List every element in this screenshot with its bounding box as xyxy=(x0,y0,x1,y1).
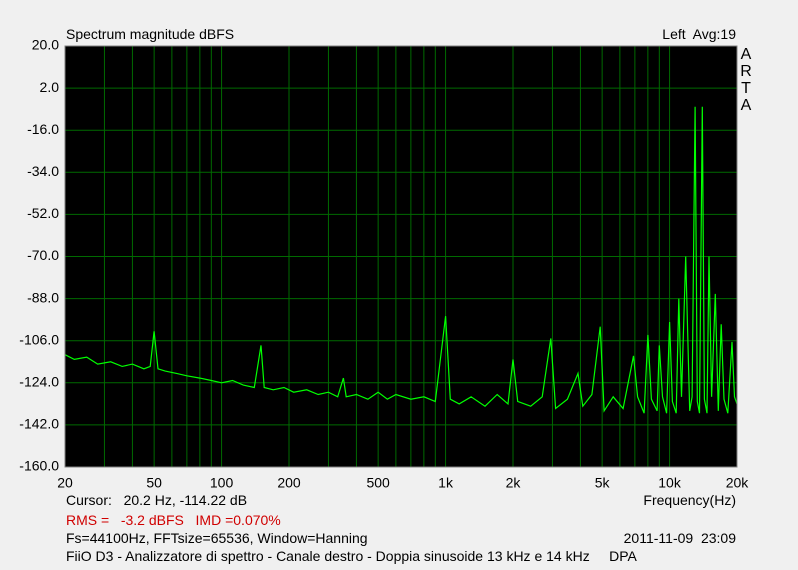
rms-readout: RMS = -3.2 dBFS IMD =0.070% xyxy=(66,512,281,528)
x-tick-label: 200 xyxy=(277,475,301,491)
x-tick-label: 20k xyxy=(726,475,750,491)
settings: Fs=44100Hz, FFTsize=65536, Window=Hannin… xyxy=(66,530,368,546)
x-tick-label: 1k xyxy=(438,475,454,491)
channel-label: Left Avg:19 xyxy=(662,26,736,42)
y-tick-label: 2.0 xyxy=(40,79,60,95)
x-tick-label: 10k xyxy=(658,475,682,491)
plot-border xyxy=(64,45,738,468)
x-axis-label: Frequency(Hz) xyxy=(643,492,736,508)
spectrum-line xyxy=(64,106,738,414)
y-tick-label: 20.0 xyxy=(32,37,59,53)
chart-title: Spectrum magnitude dBFS xyxy=(66,26,235,42)
y-tick-label: -124.0 xyxy=(19,374,59,390)
x-tick-label: 2k xyxy=(506,475,522,491)
y-tick-label: -52.0 xyxy=(27,205,59,221)
x-tick-label: 20 xyxy=(57,475,73,491)
x-tick-label: 5k xyxy=(595,475,611,491)
cursor-readout: Cursor: 20.2 Hz, -114.22 dB xyxy=(66,492,248,508)
x-tick-label: 500 xyxy=(366,475,390,491)
y-tick-label: -16.0 xyxy=(27,121,59,137)
caption: FiiO D3 - Analizzatore di spettro - Cana… xyxy=(66,548,637,564)
y-tick-label: -88.0 xyxy=(27,289,59,305)
y-tick-label: -142.0 xyxy=(19,416,59,432)
x-tick-label: 100 xyxy=(210,475,234,491)
y-tick-label: -70.0 xyxy=(27,247,59,263)
y-tick-label: -106.0 xyxy=(19,331,59,347)
timestamp: 2011-11-09 23:09 xyxy=(623,530,736,546)
y-tick-label: -34.0 xyxy=(27,163,59,179)
x-tick-label: 50 xyxy=(146,475,162,491)
y-tick-label: -160.0 xyxy=(19,458,59,474)
brand: ARTA xyxy=(740,46,752,114)
